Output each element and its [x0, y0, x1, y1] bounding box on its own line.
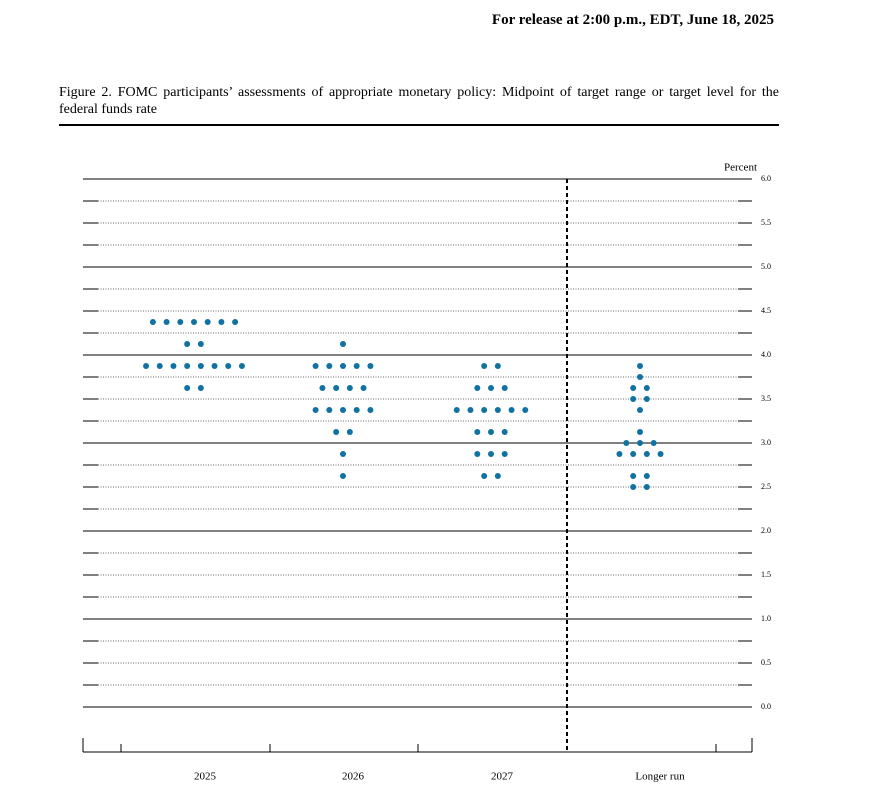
- dot: [367, 407, 374, 413]
- x-tick-label: 2027: [491, 771, 514, 783]
- dot: [657, 451, 664, 457]
- dot: [340, 451, 346, 457]
- dot: [630, 484, 637, 490]
- dot: [225, 363, 232, 369]
- dot: [184, 363, 191, 369]
- dot: [333, 385, 340, 391]
- dot: [501, 451, 508, 457]
- dot: [204, 319, 211, 325]
- dot: [623, 440, 630, 446]
- dot: [474, 451, 481, 457]
- dot: [630, 385, 637, 391]
- y-tick-label: 2.0: [761, 526, 771, 535]
- dot: [643, 385, 650, 391]
- y-tick-label: 1.0: [761, 614, 771, 623]
- dot: [637, 363, 643, 369]
- dot: [501, 429, 508, 435]
- dot: [643, 396, 650, 402]
- dot: [340, 341, 346, 347]
- dot: [319, 385, 326, 391]
- dot: [616, 451, 623, 457]
- dot: [488, 451, 494, 457]
- dot: [474, 385, 481, 391]
- dot: [643, 473, 650, 479]
- dot: [522, 407, 529, 413]
- dot: [474, 429, 481, 435]
- dot: [238, 363, 245, 369]
- dot: [643, 451, 650, 457]
- dot: [211, 363, 218, 369]
- dot: [143, 363, 150, 369]
- dot: [312, 363, 319, 369]
- dot: [360, 385, 367, 391]
- dot: [353, 363, 360, 369]
- y-tick-label: 5.5: [761, 218, 771, 227]
- release-note: For release at 2:00 p.m., EDT, June 18, …: [491, 12, 774, 28]
- dot: [367, 363, 374, 369]
- dot: [508, 407, 515, 413]
- y-tick-label: 1.5: [761, 570, 771, 579]
- dot: [630, 396, 637, 402]
- dot: [637, 407, 643, 413]
- dot: [170, 363, 177, 369]
- dot: [637, 429, 643, 435]
- dot: [630, 451, 637, 457]
- dot: [637, 374, 643, 380]
- dot: [494, 363, 501, 369]
- dot: [494, 473, 501, 479]
- dot: [637, 440, 643, 446]
- dot: [177, 319, 184, 325]
- dot: [312, 407, 319, 413]
- dot: [197, 341, 204, 347]
- dot: [149, 319, 156, 325]
- dot: [501, 385, 508, 391]
- dot: [494, 407, 501, 413]
- y-axis-label: Percent: [724, 162, 757, 174]
- dot: [326, 407, 333, 413]
- chart-title: Figure 2. FOMC participants’ assessments…: [59, 84, 779, 126]
- dot: [481, 473, 488, 479]
- dot: [346, 429, 353, 435]
- dot: [650, 440, 657, 446]
- dot: [156, 363, 163, 369]
- dot: [184, 385, 191, 391]
- x-tick-label: Longer run: [635, 771, 685, 783]
- dot: [197, 385, 204, 391]
- dot: [184, 341, 191, 347]
- x-axis: [82, 738, 753, 753]
- y-tick-label: 4.0: [761, 350, 771, 359]
- y-tick-label: 6.0: [761, 174, 771, 183]
- x-tick-label: 2025: [194, 771, 217, 783]
- dot: [488, 385, 494, 391]
- dot: [232, 319, 239, 325]
- dot: [353, 407, 360, 413]
- x-tick-label: 2026: [342, 771, 365, 783]
- dot: [488, 429, 494, 435]
- y-tick-label: 3.5: [761, 394, 771, 403]
- dot: [340, 407, 346, 413]
- dot: [481, 407, 488, 413]
- dot: [163, 319, 170, 325]
- dot: [218, 319, 225, 325]
- dot: [346, 385, 353, 391]
- dot: [340, 363, 346, 369]
- dot: [643, 484, 650, 490]
- dot: [326, 363, 333, 369]
- y-tick-label: 0.5: [761, 658, 771, 667]
- dot: [340, 473, 346, 479]
- dot: [191, 319, 197, 325]
- dot: [467, 407, 474, 413]
- y-tick-label: 0.0: [761, 702, 771, 711]
- y-tick-label: 5.0: [761, 262, 771, 271]
- dot: [333, 429, 340, 435]
- y-tick-label: 4.5: [761, 306, 771, 315]
- dot: [481, 363, 488, 369]
- y-tick-label: 3.0: [761, 438, 771, 447]
- dot: [630, 473, 637, 479]
- dot: [197, 363, 204, 369]
- dot: [453, 407, 460, 413]
- y-tick-label: 2.5: [761, 482, 771, 491]
